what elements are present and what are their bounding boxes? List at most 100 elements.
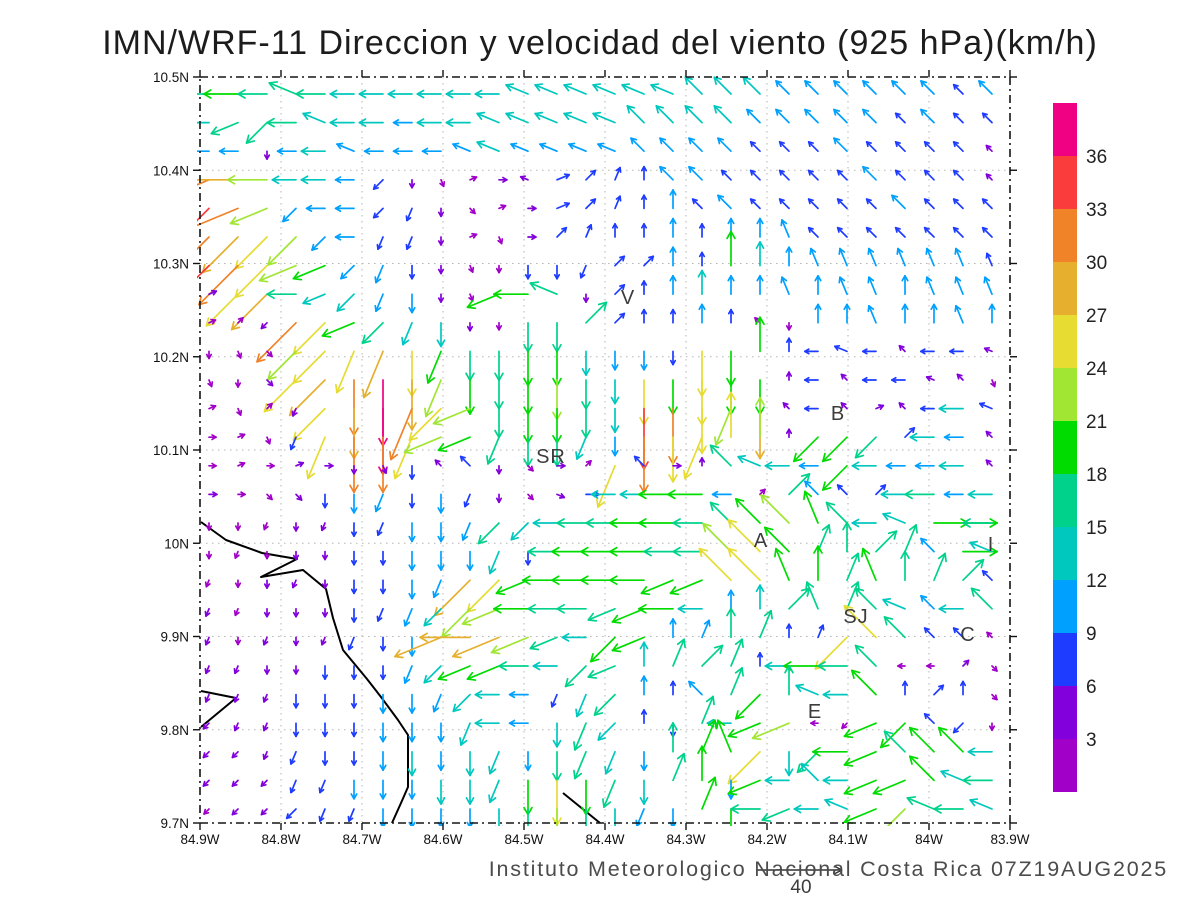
wind-arrow: [702, 522, 732, 553]
wind-arrow: [258, 264, 297, 283]
wind-arrow: [292, 350, 326, 384]
wind-arrow: [292, 264, 326, 281]
wind-arrow: [639, 779, 649, 805]
wind-arrow: [804, 405, 819, 412]
wind-arrow: [981, 570, 993, 582]
wind-arrow: [800, 762, 819, 782]
wind-arrow: [843, 750, 877, 767]
wind-arrow: [465, 779, 475, 805]
wind-arrow: [358, 118, 384, 127]
wind-arrow: [898, 402, 906, 410]
wind-arrow: [468, 293, 475, 302]
wind-arrow: [906, 796, 935, 810]
wind-arrow: [408, 464, 416, 480]
wind-arrow: [669, 618, 677, 639]
wind-arrow: [756, 274, 764, 296]
wind-arrow: [556, 173, 570, 181]
wind-arrow: [204, 636, 211, 646]
wind-arrow: [466, 808, 474, 826]
station-label-i: I: [988, 534, 995, 556]
wind-arrow: [262, 722, 269, 732]
wind-arrow: [590, 490, 616, 499]
wind-arrow: [231, 779, 239, 787]
wind-arrow: [581, 407, 591, 439]
wind-arrow: [289, 779, 297, 794]
colorbar-label: 6: [1086, 677, 1097, 698]
wind-arrow: [423, 607, 442, 627]
wind-arrow: [282, 207, 297, 223]
wind-arrow: [379, 722, 387, 743]
wind-arrow: [727, 722, 761, 739]
wind-arrow: [988, 303, 996, 324]
wind-arrow: [926, 662, 935, 670]
wind-arrow: [204, 607, 211, 617]
wind-arrow: [867, 276, 877, 296]
wind-arrow: [234, 636, 242, 646]
lat-tick-label: 10.1N: [153, 443, 189, 458]
wind-arrow: [883, 616, 906, 639]
wind-arrow: [610, 379, 620, 405]
lat-tick-label: 10.4N: [153, 163, 189, 178]
colorbar-label: 18: [1086, 465, 1107, 486]
wind-arrow: [262, 522, 269, 531]
wind-arrow: [556, 808, 558, 826]
reference-vector: 40: [757, 865, 843, 898]
wind-arrow: [880, 490, 906, 499]
wind-arrow: [266, 117, 297, 128]
wind-arrow: [461, 607, 500, 626]
wind-arrow: [403, 665, 413, 684]
wind-arrow: [668, 722, 678, 753]
wind-arrow: [901, 274, 909, 296]
colorbar-segment: [1053, 739, 1077, 792]
wind-arrow: [755, 396, 765, 439]
wind-arrow: [498, 661, 529, 671]
wind-arrow: [746, 108, 761, 124]
wind-arrow: [713, 76, 732, 95]
wind-arrow: [883, 730, 906, 753]
lon-tick-label: 84.4W: [585, 832, 624, 847]
wind-arrow: [604, 750, 616, 775]
wind-arrow: [991, 665, 998, 672]
wind-arrow: [568, 142, 587, 153]
wind-arrow: [981, 226, 993, 238]
wind-arrow: [969, 540, 993, 553]
wind-arrow: [592, 83, 616, 95]
wind-arrow: [822, 690, 848, 699]
wind-arrow: [822, 436, 848, 463]
lat-tick-label: 10.5N: [153, 70, 189, 85]
wind-arrow: [933, 804, 964, 814]
wind-arrow: [793, 804, 819, 814]
wind-arrow: [202, 722, 210, 730]
wind-arrow: [898, 344, 906, 353]
wind-arrow: [336, 293, 355, 312]
wind-arrow: [306, 436, 326, 480]
wind-arrow: [843, 808, 877, 824]
wind-arrow: [698, 223, 706, 238]
wind-arrow: [534, 83, 558, 95]
wind-arrow: [610, 808, 620, 826]
wind-arrow: [749, 141, 761, 153]
wind-arrow: [755, 241, 765, 267]
axis-ticks: [193, 70, 1017, 830]
wind-arrow: [882, 597, 906, 610]
wind-arrow: [836, 484, 848, 496]
wind-arrow: [735, 693, 761, 720]
wind-arrow: [701, 644, 724, 667]
wind-arrow: [925, 375, 935, 382]
wind-arrow: [709, 444, 732, 467]
wind-arrow: [749, 169, 761, 181]
wind-arrow: [585, 224, 593, 238]
wind-arrow: [938, 461, 964, 471]
wind-arrow: [469, 232, 478, 239]
wind-arrow: [320, 636, 327, 646]
wind-arrow: [956, 373, 964, 381]
wind-arrow: [672, 546, 703, 557]
wind-arrow: [463, 493, 471, 508]
wind-arrow: [197, 178, 210, 186]
wind-arrow: [208, 434, 217, 441]
wind-arrow: [266, 462, 275, 469]
wind-arrow: [379, 808, 387, 826]
wind-arrow: [688, 680, 703, 696]
wind-arrow: [465, 350, 475, 382]
wind-arrow: [610, 407, 620, 434]
